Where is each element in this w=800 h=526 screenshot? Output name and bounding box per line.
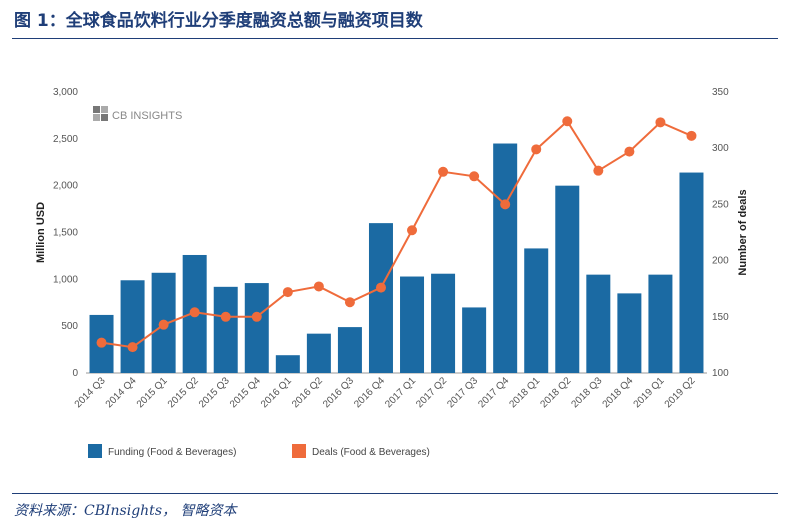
funding-bar xyxy=(555,185,580,373)
title-rule xyxy=(12,38,778,39)
legend-label-funding: Funding (Food & Beverages) xyxy=(108,447,236,458)
deals-point xyxy=(407,225,418,236)
y-right-axis-title: Number of deals xyxy=(737,189,749,275)
x-tick-label: 2014 Q3 xyxy=(73,375,108,410)
deals-point xyxy=(251,311,262,322)
funding-bar xyxy=(337,327,362,373)
figure-title: 图 1：全球食品饮料行业分季度融资总额与融资项目数 xyxy=(14,11,423,31)
funding-bar xyxy=(462,307,487,373)
deals-point xyxy=(500,199,511,210)
deals-point xyxy=(438,166,449,177)
cb-insights-logo-icon-part xyxy=(93,114,100,121)
funding-bar xyxy=(120,280,145,373)
y-left-tick-label: 1,000 xyxy=(53,274,78,285)
logo-text: CB INSIGHTS xyxy=(112,110,182,122)
deals-point xyxy=(593,165,604,176)
x-tick-label: 2018 Q3 xyxy=(570,375,605,410)
funding-bar xyxy=(275,355,300,373)
deals-point xyxy=(531,144,542,155)
deals-point xyxy=(220,311,231,322)
deals-point xyxy=(189,307,200,318)
deals-point xyxy=(158,319,169,330)
cb-insights-logo-icon-part xyxy=(101,114,108,121)
x-tick-label: 2018 Q4 xyxy=(601,375,636,410)
y-right-tick-label: 150 xyxy=(712,312,729,323)
funding-bar xyxy=(679,172,704,373)
funding-bar xyxy=(493,143,518,373)
deals-point xyxy=(686,130,697,141)
funding-bar xyxy=(524,248,549,373)
footer-rule xyxy=(12,493,778,494)
legend-swatch-funding xyxy=(88,444,102,458)
deals-point xyxy=(344,297,355,308)
y-right-tick-label: 300 xyxy=(712,143,729,154)
y-left-tick-label: 0 xyxy=(72,368,78,379)
legend-label-deals: Deals (Food & Beverages) xyxy=(312,447,430,458)
legend-swatch-deals xyxy=(292,444,306,458)
x-tick-label: 2016 Q2 xyxy=(290,375,325,410)
x-tick-label: 2017 Q1 xyxy=(383,375,418,410)
deals-point xyxy=(469,171,480,182)
source-note: 资料来源：CBInsights， 智略资本 xyxy=(14,503,237,519)
funding-bar xyxy=(244,283,269,373)
deals-point xyxy=(96,337,107,348)
y-left-axis-title: Million USD xyxy=(35,202,47,263)
funding-deals-chart: CB INSIGHTS 0 500 1,000 1,500 2,000 2,500 3,00… xyxy=(35,87,749,458)
x-tick-label: 2014 Q4 xyxy=(104,375,139,410)
funding-bar xyxy=(213,286,238,373)
funding-bar xyxy=(368,223,393,373)
y-left-tick-label: 2,500 xyxy=(53,134,78,145)
funding-bar xyxy=(431,273,456,373)
funding-bar xyxy=(306,333,331,373)
x-tick-label: 2015 Q4 xyxy=(228,375,263,410)
x-tick-label: 2017 Q4 xyxy=(476,375,511,410)
x-tick-label: 2016 Q4 xyxy=(352,375,387,410)
deals-point xyxy=(127,342,138,353)
x-tick-label: 2017 Q3 xyxy=(445,375,480,410)
x-tick-label: 2015 Q1 xyxy=(135,375,170,410)
x-tick-label: 2019 Q2 xyxy=(663,375,698,410)
deals-point xyxy=(375,282,386,293)
cb-insights-logo-icon xyxy=(93,106,100,113)
funding-bar xyxy=(586,274,611,373)
x-tick-label: 2016 Q1 xyxy=(259,375,294,410)
x-tick-label: 2019 Q1 xyxy=(632,375,667,410)
y-right-tick-label: 200 xyxy=(712,256,729,267)
deals-point xyxy=(282,287,293,298)
cb-insights-logo: CB INSIGHTS xyxy=(93,106,182,122)
y-left-tick-label: 3,000 xyxy=(53,87,78,98)
y-left-tick-label: 2,000 xyxy=(53,181,78,192)
y-right-tick-label: 100 xyxy=(712,368,729,379)
deals-point xyxy=(624,146,635,157)
funding-bar xyxy=(617,293,642,373)
x-tick-label: 2015 Q3 xyxy=(197,375,232,410)
x-tick-label: 2016 Q3 xyxy=(321,375,356,410)
x-tick-label: 2017 Q2 xyxy=(414,375,449,410)
y-right-tick-label: 250 xyxy=(712,199,729,210)
y-right-tick-label: 350 xyxy=(712,87,729,98)
y-left-tick-label: 500 xyxy=(61,321,78,332)
funding-bar xyxy=(400,276,425,373)
funding-bar xyxy=(648,274,673,373)
deals-point xyxy=(313,281,324,292)
x-tick-label: 2015 Q2 xyxy=(166,375,201,410)
deals-point xyxy=(562,116,573,127)
deals-point xyxy=(655,117,666,128)
x-tick-label: 2018 Q1 xyxy=(507,375,542,410)
x-tick-label: 2018 Q2 xyxy=(538,375,573,410)
deals-line xyxy=(101,119,692,349)
y-left-tick-label: 1,500 xyxy=(53,228,78,239)
cb-insights-logo-icon-part xyxy=(101,106,108,113)
